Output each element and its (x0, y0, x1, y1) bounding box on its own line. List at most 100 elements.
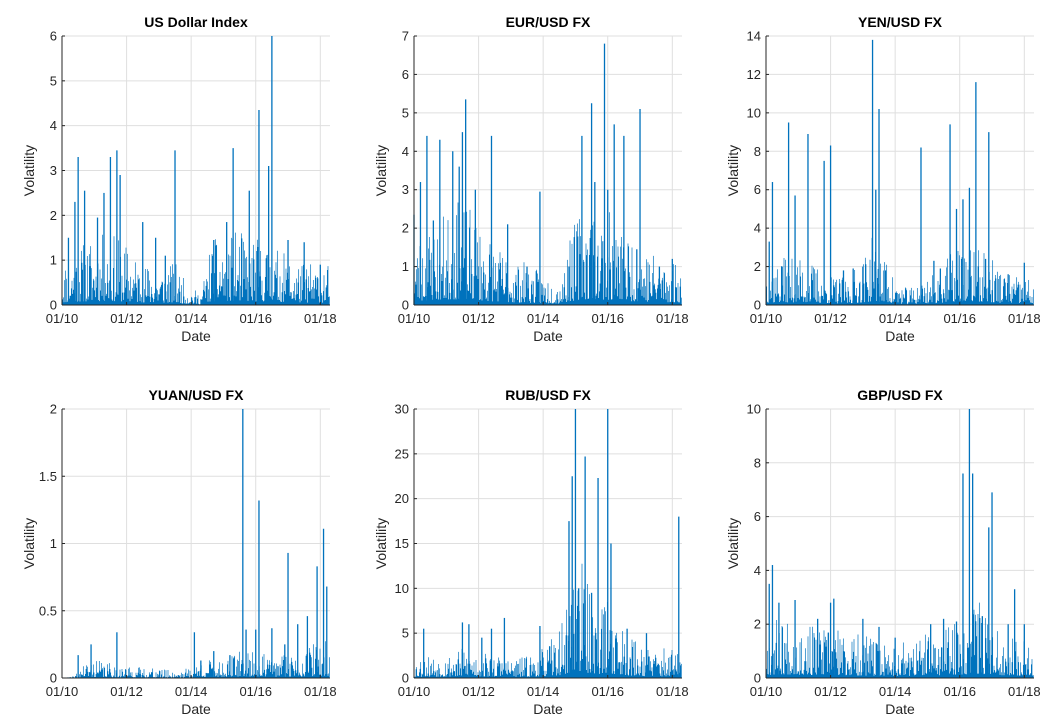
x-tick-label: 01/18 (1008, 684, 1041, 699)
chart-title: RUB/USD FX (505, 387, 591, 403)
y-tick-label: 4 (754, 563, 761, 578)
x-axis-label: Date (885, 328, 915, 344)
y-tick-label: 15 (395, 536, 409, 551)
x-tick-label: 01/18 (304, 311, 337, 326)
x-axis-label: Date (885, 701, 915, 717)
y-tick-label: 12 (747, 67, 761, 82)
y-tick-label: 2 (50, 402, 57, 417)
x-tick-label: 01/10 (750, 684, 783, 699)
y-tick-label: 1 (50, 253, 57, 268)
y-tick-label: 2 (754, 617, 761, 632)
y-tick-label: 5 (402, 105, 409, 120)
y-tick-label: 0.5 (39, 603, 57, 618)
x-tick-label: 01/18 (304, 684, 337, 699)
x-tick-label: 01/14 (879, 311, 912, 326)
chart-panel-1: 0 1 2 3 4 5 6 01/10 01/12 01/14 01/16 01/18 US Dolla… (21, 14, 337, 344)
x-tick-label: 01/18 (656, 311, 689, 326)
y-tick-label: 0 (402, 671, 409, 686)
chart-panel-5: 0 5 10 15 20 25 30 01/10 01/12 01/14 01/16 01/18 RUB… (373, 387, 689, 717)
y-tick-label: 2 (754, 259, 761, 274)
chart-title: EUR/USD FX (506, 14, 591, 30)
x-axis-label: Date (181, 701, 211, 717)
x-tick-label: 01/18 (1008, 311, 1041, 326)
x-tick-label: 01/16 (239, 684, 272, 699)
x-tick-label: 01/10 (398, 684, 431, 699)
y-tick-label: 10 (747, 105, 761, 120)
x-tick-label: 01/16 (239, 311, 272, 326)
x-tick-label: 01/10 (750, 311, 783, 326)
x-tick-label: 01/18 (656, 684, 689, 699)
y-axis-label: Volatility (373, 518, 389, 569)
x-tick-label: 01/16 (943, 311, 976, 326)
x-tick-label: 01/14 (527, 684, 560, 699)
x-tick-label: 01/12 (814, 684, 847, 699)
y-tick-label: 25 (395, 446, 409, 461)
x-tick-label: 01/12 (462, 311, 495, 326)
y-tick-label: 6 (754, 509, 761, 524)
x-tick-label: 01/16 (591, 684, 624, 699)
y-tick-label: 0 (402, 298, 409, 313)
x-tick-label: 01/14 (527, 311, 560, 326)
x-tick-label: 01/16 (591, 311, 624, 326)
volatility-bars (765, 602, 1034, 678)
x-axis-label: Date (533, 328, 563, 344)
x-tick-label: 01/10 (398, 311, 431, 326)
volatility-bars (61, 232, 330, 305)
y-tick-label: 2 (50, 208, 57, 223)
y-tick-label: 2 (402, 221, 409, 236)
y-tick-label: 4 (50, 118, 57, 133)
volatility-bars (413, 202, 682, 305)
y-tick-label: 0 (754, 671, 761, 686)
y-tick-label: 0 (50, 671, 57, 686)
x-tick-label: 01/10 (46, 684, 79, 699)
y-axis-label: Volatility (21, 518, 37, 569)
y-tick-label: 5 (50, 73, 57, 88)
y-axis-label: Volatility (21, 145, 37, 196)
y-tick-label: 5 (402, 626, 409, 641)
y-tick-label: 10 (395, 581, 409, 596)
y-tick-label: 4 (402, 144, 409, 159)
y-tick-label: 3 (402, 182, 409, 197)
chart-panel-4: 0 0.5 1 1.5 2 01/10 01/12 01/14 01/16 01/18 YUAN/U… (21, 387, 337, 717)
chart-title: YUAN/USD FX (149, 387, 245, 403)
y-tick-label: 6 (402, 67, 409, 82)
x-tick-label: 01/12 (462, 684, 495, 699)
y-tick-label: 1 (50, 536, 57, 551)
y-axis-label: Volatility (373, 145, 389, 196)
chart-title: GBP/USD FX (857, 387, 943, 403)
x-tick-label: 01/14 (175, 311, 208, 326)
volatility-bars (62, 641, 330, 678)
x-tick-label: 01/12 (110, 684, 143, 699)
y-tick-label: 14 (747, 29, 761, 44)
x-tick-label: 01/12 (110, 311, 143, 326)
x-axis-label: Date (181, 328, 211, 344)
y-axis-label: Volatility (725, 518, 741, 569)
y-tick-label: 10 (747, 402, 761, 417)
x-tick-label: 01/14 (879, 684, 912, 699)
y-tick-label: 4 (754, 221, 761, 236)
y-tick-label: 1.5 (39, 469, 57, 484)
y-tick-label: 7 (402, 29, 409, 44)
chart-title: YEN/USD FX (858, 14, 943, 30)
x-tick-label: 01/16 (943, 684, 976, 699)
y-tick-label: 1 (402, 259, 409, 274)
volatility-bars (413, 563, 682, 678)
x-tick-label: 01/14 (175, 684, 208, 699)
volatility-bars (765, 237, 1034, 305)
chart-panel-2: 0 1 2 3 4 5 6 7 01/10 01/12 01/14 01/16 01/18 EUR/USD… (373, 14, 689, 344)
chart-panel-6: 0 2 4 6 8 10 01/10 01/12 01/14 01/16 01/18 GBP/USD … (725, 387, 1041, 717)
chart-title: US Dollar Index (144, 14, 248, 30)
x-axis-label: Date (533, 701, 563, 717)
chart-panel-3: 0 2 4 6 8 10 12 14 01/10 01/12 01/14 01/16 01/18 YEN/… (725, 14, 1041, 344)
y-tick-label: 0 (50, 298, 57, 313)
y-axis-label: Volatility (725, 145, 741, 196)
x-tick-label: 01/12 (814, 311, 847, 326)
y-tick-label: 0 (754, 298, 761, 313)
y-tick-label: 6 (50, 29, 57, 44)
x-tick-label: 01/10 (46, 311, 79, 326)
y-tick-label: 30 (395, 402, 409, 417)
y-tick-label: 8 (754, 144, 761, 159)
y-tick-label: 20 (395, 491, 409, 506)
y-tick-label: 3 (50, 163, 57, 178)
